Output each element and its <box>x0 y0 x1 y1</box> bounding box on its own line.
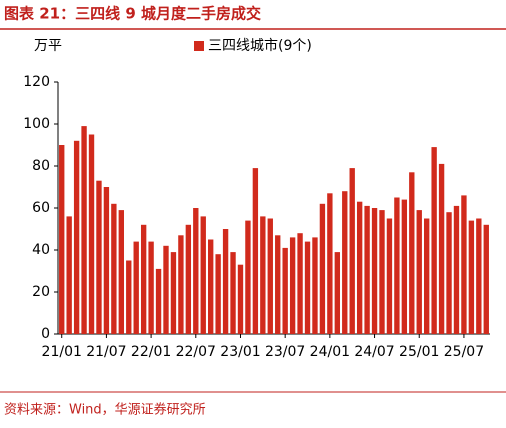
y-tick-label: 100 <box>23 116 50 132</box>
bar <box>73 140 80 334</box>
chart-title: 图表 21：三四线 9 城月度二手房成交 <box>4 5 261 23</box>
legend-label: 三四线城市(9个) <box>208 37 312 54</box>
y-tick-label: 120 <box>23 74 50 90</box>
bar <box>200 216 206 334</box>
bar <box>483 224 489 334</box>
bar <box>237 264 244 334</box>
bar <box>59 145 65 334</box>
bar <box>386 218 393 334</box>
bar <box>319 203 326 334</box>
bar <box>424 218 430 334</box>
y-axis-label: 万平 <box>34 38 62 54</box>
x-tick-label: 23/07 <box>265 344 305 360</box>
bar <box>431 147 437 334</box>
x-tick-label: 21/01 <box>42 344 82 360</box>
bar <box>304 241 311 334</box>
bar <box>401 199 408 334</box>
bar <box>111 203 117 334</box>
bar <box>96 180 102 334</box>
y-tick-label: 40 <box>32 242 50 258</box>
bar <box>379 210 385 334</box>
bar <box>409 172 415 334</box>
x-tick-label: 24/01 <box>310 344 350 360</box>
x-tick-label: 21/07 <box>86 344 126 360</box>
bar <box>163 245 169 334</box>
bar <box>476 218 482 334</box>
x-tick-label: 25/07 <box>444 344 484 360</box>
bar <box>215 254 221 334</box>
x-tick-label: 24/07 <box>354 344 394 360</box>
bar <box>140 224 147 334</box>
y-tick-label: 20 <box>32 284 50 300</box>
bar <box>170 252 177 334</box>
bar <box>222 229 229 334</box>
bar <box>155 268 162 334</box>
bar <box>461 195 467 334</box>
bar <box>178 235 184 334</box>
bar <box>334 252 340 334</box>
bar <box>371 208 378 334</box>
bar <box>245 220 251 334</box>
y-tick-label: 0 <box>41 326 50 342</box>
bar <box>468 220 475 334</box>
bar <box>66 216 72 334</box>
bar <box>297 233 303 334</box>
y-tick-label: 60 <box>32 200 50 216</box>
x-tick-label: 22/01 <box>131 344 171 360</box>
x-tick-label: 23/01 <box>220 344 260 360</box>
bar <box>126 260 132 334</box>
bar <box>148 241 154 334</box>
x-tick-label: 22/07 <box>176 344 216 360</box>
bar <box>438 163 445 334</box>
bar <box>133 241 139 334</box>
bar <box>289 237 296 334</box>
bar <box>88 134 95 334</box>
bar <box>260 216 266 334</box>
y-tick-label: 80 <box>32 158 50 174</box>
bar <box>185 224 192 334</box>
bar <box>267 218 273 334</box>
bar <box>327 193 333 334</box>
bar <box>364 205 370 334</box>
bar <box>275 235 281 334</box>
bar <box>342 191 348 334</box>
bar <box>193 208 199 334</box>
bar <box>349 168 355 334</box>
x-tick-label: 25/01 <box>399 344 439 360</box>
bar <box>208 239 214 334</box>
bar <box>453 205 460 334</box>
legend-swatch <box>194 41 204 51</box>
bar <box>446 212 452 334</box>
bar <box>416 210 422 334</box>
bar <box>230 252 236 334</box>
bar <box>394 197 400 334</box>
bar <box>81 126 87 334</box>
bar <box>103 187 110 334</box>
bar <box>282 247 288 334</box>
bar <box>356 201 363 334</box>
source: 资料来源：Wind，华源证券研究所 <box>4 402 206 418</box>
bar <box>252 168 259 334</box>
bar <box>118 210 124 334</box>
bar <box>312 237 318 334</box>
